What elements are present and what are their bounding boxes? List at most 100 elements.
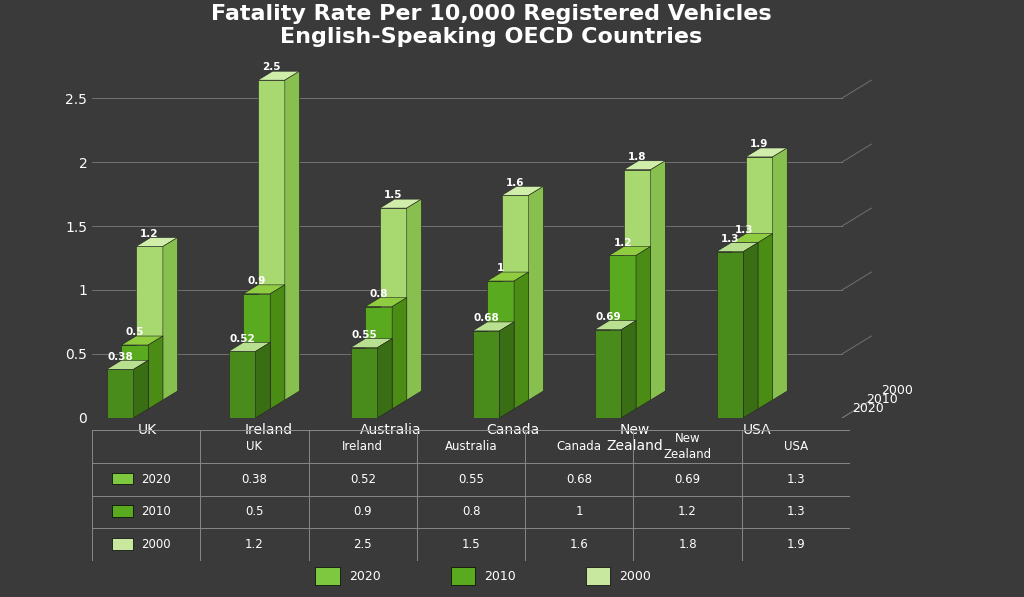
Text: 1.8: 1.8 xyxy=(678,538,697,551)
Polygon shape xyxy=(500,322,514,418)
Polygon shape xyxy=(758,233,772,409)
Text: 1.2: 1.2 xyxy=(140,229,159,239)
Text: 1.9: 1.9 xyxy=(750,139,768,149)
Text: Canada: Canada xyxy=(557,440,602,453)
Polygon shape xyxy=(743,242,758,418)
Text: 1.5: 1.5 xyxy=(384,190,402,201)
Text: 2020: 2020 xyxy=(349,570,381,583)
Polygon shape xyxy=(502,195,528,400)
Polygon shape xyxy=(731,233,772,242)
Polygon shape xyxy=(473,322,514,331)
Polygon shape xyxy=(380,208,407,400)
Polygon shape xyxy=(258,80,285,400)
Polygon shape xyxy=(528,186,544,400)
Text: 0.69: 0.69 xyxy=(595,312,621,322)
Text: 2.5: 2.5 xyxy=(262,63,281,72)
Polygon shape xyxy=(514,272,528,409)
Polygon shape xyxy=(258,71,299,80)
Text: 0.8: 0.8 xyxy=(462,506,480,518)
Text: 0.68: 0.68 xyxy=(566,473,592,485)
Polygon shape xyxy=(136,238,177,247)
Polygon shape xyxy=(148,336,163,409)
Text: 0.5: 0.5 xyxy=(246,506,264,518)
Text: 0.68: 0.68 xyxy=(473,313,499,323)
Polygon shape xyxy=(595,330,622,418)
Text: Ireland: Ireland xyxy=(342,440,383,453)
Text: 0.69: 0.69 xyxy=(675,473,700,485)
Polygon shape xyxy=(487,281,514,409)
Title: Fatality Rate Per 10,000 Registered Vehicles
English-Speaking OECD Countries: Fatality Rate Per 10,000 Registered Vehi… xyxy=(211,4,772,47)
Text: 0.9: 0.9 xyxy=(248,276,266,286)
Text: 0.38: 0.38 xyxy=(242,473,267,485)
Polygon shape xyxy=(407,199,422,400)
Text: 1.2: 1.2 xyxy=(678,506,697,518)
Polygon shape xyxy=(285,71,299,400)
Bar xyxy=(113,538,133,550)
Polygon shape xyxy=(350,347,378,418)
Polygon shape xyxy=(502,186,544,195)
Polygon shape xyxy=(228,352,256,418)
Text: 2000: 2000 xyxy=(141,538,171,551)
Polygon shape xyxy=(136,247,163,400)
Polygon shape xyxy=(106,370,133,418)
Text: 1: 1 xyxy=(497,263,504,273)
Text: 1.8: 1.8 xyxy=(628,152,646,162)
Text: 0.52: 0.52 xyxy=(229,334,255,344)
Polygon shape xyxy=(270,285,285,409)
Text: Australia: Australia xyxy=(444,440,498,453)
Polygon shape xyxy=(595,321,636,330)
Polygon shape xyxy=(624,161,666,170)
Text: 2020: 2020 xyxy=(141,473,171,485)
Text: New
Zealand: New Zealand xyxy=(664,432,712,461)
Text: 0.52: 0.52 xyxy=(350,473,376,485)
Text: 2020: 2020 xyxy=(852,402,884,416)
Text: 1.6: 1.6 xyxy=(570,538,589,551)
Polygon shape xyxy=(473,331,500,418)
Text: 2010: 2010 xyxy=(866,393,898,407)
Text: 1: 1 xyxy=(575,506,583,518)
Polygon shape xyxy=(487,272,528,281)
Polygon shape xyxy=(122,336,163,345)
Text: 1.9: 1.9 xyxy=(786,538,805,551)
Text: 2010: 2010 xyxy=(484,570,516,583)
Text: 1.3: 1.3 xyxy=(786,506,805,518)
Bar xyxy=(113,505,133,517)
Polygon shape xyxy=(609,256,636,409)
Polygon shape xyxy=(380,199,422,208)
Text: 1.2: 1.2 xyxy=(613,238,632,248)
Polygon shape xyxy=(228,343,270,352)
Polygon shape xyxy=(622,321,636,418)
Text: 1.6: 1.6 xyxy=(506,178,524,187)
Polygon shape xyxy=(122,345,148,409)
Text: 0.55: 0.55 xyxy=(458,473,484,485)
Polygon shape xyxy=(392,298,407,409)
Polygon shape xyxy=(731,242,758,409)
Polygon shape xyxy=(378,338,392,418)
Text: 1.3: 1.3 xyxy=(721,234,739,244)
Polygon shape xyxy=(609,247,650,256)
Text: 2000: 2000 xyxy=(620,570,651,583)
Text: 2000: 2000 xyxy=(881,384,913,398)
Text: 2.5: 2.5 xyxy=(353,538,372,551)
Polygon shape xyxy=(772,148,787,400)
Polygon shape xyxy=(366,307,392,409)
Polygon shape xyxy=(350,338,392,347)
Bar xyxy=(451,567,475,585)
Polygon shape xyxy=(256,343,270,418)
Text: 0.38: 0.38 xyxy=(108,352,133,362)
Polygon shape xyxy=(650,161,666,400)
Text: 2010: 2010 xyxy=(141,506,171,518)
Polygon shape xyxy=(745,157,772,400)
Polygon shape xyxy=(717,251,743,418)
Text: 1.3: 1.3 xyxy=(786,473,805,485)
Polygon shape xyxy=(244,294,270,409)
Text: 1.2: 1.2 xyxy=(245,538,264,551)
Polygon shape xyxy=(624,170,650,400)
Bar xyxy=(586,567,610,585)
Polygon shape xyxy=(636,247,650,409)
Text: 1.3: 1.3 xyxy=(735,225,754,235)
Text: 0.5: 0.5 xyxy=(126,327,144,337)
Polygon shape xyxy=(366,298,407,307)
Bar xyxy=(113,473,133,484)
Polygon shape xyxy=(745,148,787,157)
